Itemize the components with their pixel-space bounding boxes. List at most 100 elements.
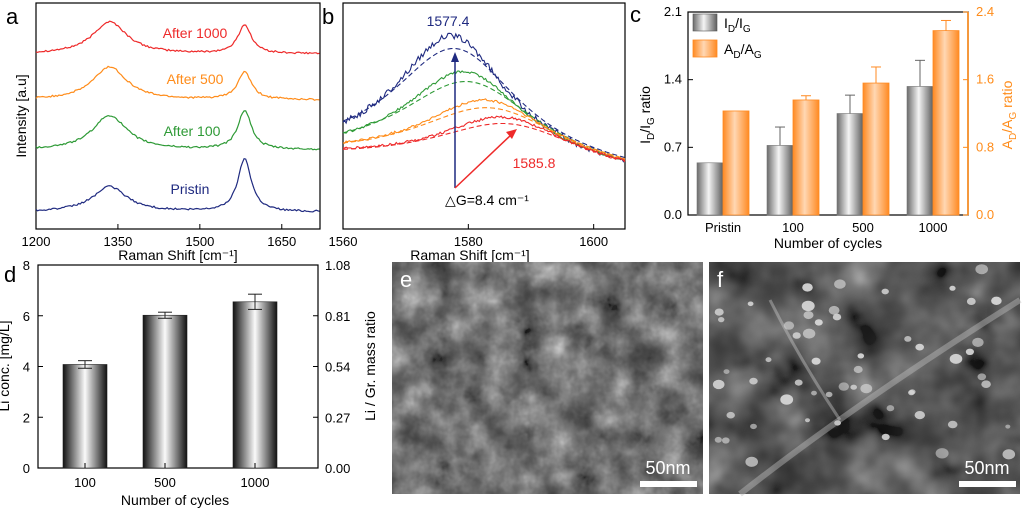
- sem-particle-f: [745, 456, 758, 467]
- sem-particle-f: [714, 308, 724, 316]
- x-tick-label-a: 1500: [185, 234, 214, 249]
- sem-particle-f: [975, 264, 988, 275]
- panel-d: d 100 500 1000 0 2 4 6 8 0.00 0.27 0.54 0.81 1.08 Li…: [0, 258, 378, 508]
- spectrum-after-100: [35, 110, 320, 151]
- spectrum-after-500: [35, 65, 320, 101]
- sem-particle-f: [935, 448, 949, 459]
- y-tick-label-right-c: 1.6: [976, 72, 994, 87]
- bars-c: [696, 19, 960, 216]
- ylabel-right-c: AD/AG ratio: [999, 80, 1019, 149]
- sem-particle-f: [966, 297, 976, 305]
- scale-label-f: 50nm: [964, 458, 1009, 478]
- sem-particle-f: [832, 313, 842, 321]
- plot-frame-b: [342, 2, 626, 230]
- spectrum-b: [342, 115, 626, 163]
- y-tick-label-left-d: 2: [23, 410, 30, 425]
- panel-label-b: b: [322, 4, 334, 29]
- sem-particle-f: [811, 390, 817, 396]
- sem-particle-f: [977, 373, 987, 381]
- bar-idig-100: [766, 145, 794, 216]
- scale-bar-e: [640, 481, 697, 487]
- x-tick-label-d: 100: [74, 475, 96, 490]
- y-tick-label-right-d: 1.08: [325, 258, 350, 273]
- ylabel-left-d: Li conc. [mg/L]: [0, 320, 12, 411]
- y-tick-label-left-c: 1.4: [664, 72, 682, 87]
- panel-b: b 1560 1580 1600 1577.4 1585.8 △G=8.4 cm⁻¹…: [322, 2, 626, 263]
- scale-label-e: 50nm: [645, 458, 690, 478]
- spectrum-b: [342, 98, 626, 161]
- sem-particle-f: [949, 353, 963, 364]
- bar-idig-500: [836, 113, 864, 216]
- xlabel-b: Raman Shift [cm⁻¹]: [410, 247, 529, 263]
- sem-particle-f: [834, 420, 841, 426]
- bar-adag-100: [792, 99, 820, 216]
- xlabel-c: Number of cycles: [774, 235, 882, 251]
- fit-curve-b: [342, 47, 626, 159]
- bar-li-conc-100: [62, 364, 108, 469]
- sem-particle-f: [853, 365, 863, 374]
- sem-particle-f: [792, 332, 801, 339]
- x-tick-label-c: 1000: [919, 220, 948, 235]
- sem-particle-f: [805, 418, 810, 423]
- sem-particle-f: [814, 319, 823, 326]
- sem-particle-f: [881, 288, 889, 295]
- ylabel-right-d: Li / Gr. mass ratio: [362, 311, 378, 421]
- delta-g-label: △G=8.4 cm⁻¹: [445, 192, 529, 208]
- sem-particle-f: [991, 296, 1002, 305]
- x-ticks-a: 1200 1350 1500 1650: [22, 224, 296, 249]
- sem-particle-f: [857, 353, 865, 359]
- spectrum-b: [342, 32, 626, 163]
- arrow-cycled-peak: [454, 133, 513, 189]
- y-tick-label-left-d: 8: [23, 258, 30, 273]
- sem-particle-f: [1002, 449, 1016, 460]
- panel-label-f: f: [717, 267, 724, 292]
- axes-d: 100 500 1000 0 2 4 6 8 0.00 0.27 0.54 0.81 1.08: [23, 258, 351, 490]
- panel-label-e: e: [400, 267, 412, 292]
- panel-e: e 50nm: [392, 262, 703, 494]
- fit-curve-b: [342, 107, 626, 160]
- x-tick-label-c: 100: [782, 220, 804, 235]
- bar-idig-Pristin: [696, 162, 724, 216]
- y-tick-label-right-d: 0.81: [325, 309, 350, 324]
- sem-particle-f: [765, 357, 772, 363]
- sem-particle-f: [904, 336, 912, 342]
- fit-curve-b: [342, 80, 626, 160]
- sem-particle-f: [801, 300, 815, 312]
- sem-particle-f: [881, 433, 890, 441]
- sem-particle-f: [811, 357, 821, 365]
- x-tick-label-a: 1650: [267, 234, 296, 249]
- y-tick-label-right-d: 0.27: [325, 410, 350, 425]
- xlabel-d: Number of cycles: [121, 492, 229, 508]
- sem-particle-f: [860, 383, 873, 394]
- legend-label-adag: AD/AG: [724, 41, 762, 61]
- sem-particle-f: [1005, 424, 1011, 429]
- bar-li-conc-1000: [232, 301, 278, 469]
- sem-particle-f: [981, 380, 991, 389]
- g-band-zoom-b: [342, 32, 626, 163]
- panel-c: c Pristin 100 500 1000 0.0 0.7 1.4 2.1 0.0 0.8 1.6…: [630, 2, 1019, 251]
- arrow-head-cycled: [506, 129, 517, 139]
- y-tick-label-left-c: 0.0: [664, 207, 682, 222]
- legend-label-idig: ID/IG: [724, 15, 751, 35]
- bar-li-conc-500: [142, 314, 188, 469]
- legend-after-500: After 500: [167, 71, 224, 87]
- sem-particle-f: [908, 390, 915, 396]
- sem-particle-f: [712, 379, 725, 390]
- sem-particle-f: [802, 328, 816, 339]
- sem-particle-f: [828, 305, 840, 315]
- particles-f: [712, 264, 1022, 497]
- x-tick-label-d: 500: [154, 475, 176, 490]
- panel-label-c: c: [630, 2, 641, 27]
- bar-adag-Pristin: [722, 110, 750, 216]
- panel-a: a 1200 1350 1500 1650 Intensity [a.u] Raman…: [6, 2, 321, 263]
- sem-particle-f: [834, 279, 846, 289]
- sem-particle-f: [949, 285, 956, 291]
- legend-swatch-adag: [692, 39, 718, 58]
- y-tick-label-right-d: 0.00: [325, 461, 350, 476]
- x-tick-label-c: 500: [852, 220, 874, 235]
- sem-texture-e: [392, 262, 703, 494]
- sem-particle-f: [802, 283, 813, 292]
- panel-label-a: a: [6, 4, 19, 29]
- sem-particle-f: [783, 321, 795, 330]
